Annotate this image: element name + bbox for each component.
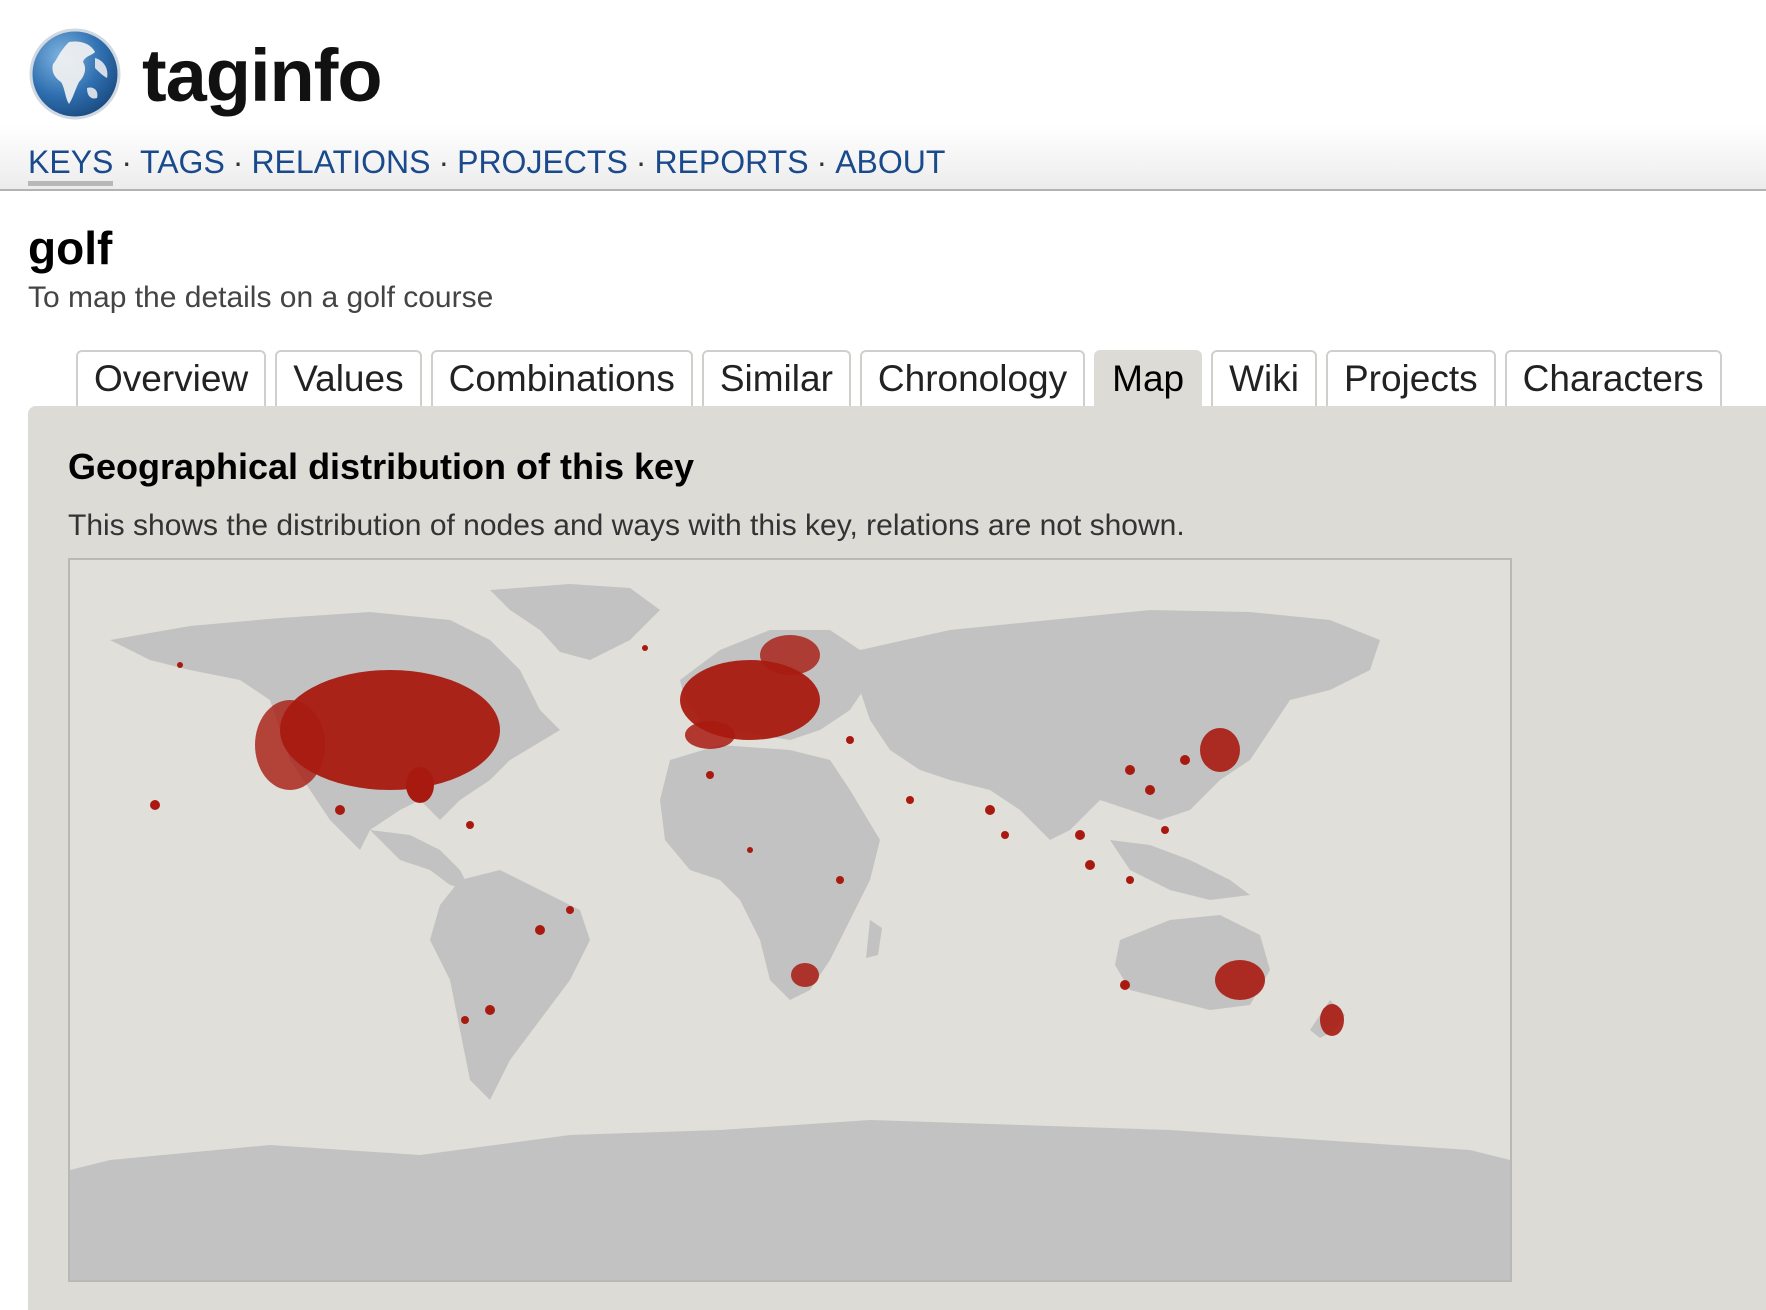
point-korea xyxy=(1180,755,1190,765)
cluster-europe xyxy=(680,660,820,740)
land-central-america xyxy=(370,830,470,890)
tab-combinations[interactable]: Combinations xyxy=(430,350,693,406)
cluster-iberia xyxy=(685,721,735,749)
point-indonesia xyxy=(1126,876,1134,884)
point-alaska xyxy=(177,662,183,668)
point-hawaii xyxy=(150,800,160,810)
main-nav: KEYS · TAGS · RELATIONS · PROJECTS · REPORTS · ABO… xyxy=(28,140,946,186)
land-madagascar xyxy=(866,920,882,958)
point-nigeria xyxy=(747,847,753,853)
land-antarctica xyxy=(70,1120,1510,1280)
point-caribbean xyxy=(466,821,474,829)
point-philippines xyxy=(1161,826,1169,834)
tab-wiki[interactable]: Wiki xyxy=(1211,350,1317,406)
tab-similar[interactable]: Similar xyxy=(701,350,851,406)
globe-icon[interactable] xyxy=(29,28,121,120)
nav-projects[interactable]: PROJECTS xyxy=(457,144,628,180)
golf-data-points xyxy=(150,635,1344,1036)
nav-separator: · xyxy=(438,144,450,180)
cluster-japan xyxy=(1200,728,1240,772)
point-india-1 xyxy=(985,805,995,815)
point-china-2 xyxy=(1145,785,1155,795)
distribution-map xyxy=(68,558,1512,1282)
tab-projects[interactable]: Projects xyxy=(1325,350,1496,406)
point-kenya xyxy=(836,876,844,884)
cluster-scandinavia xyxy=(760,635,820,675)
point-brazil-2 xyxy=(566,906,574,914)
land-greenland xyxy=(490,584,660,660)
point-brazil-1 xyxy=(535,925,545,935)
point-argentina xyxy=(485,1005,495,1015)
nav-separator: · xyxy=(635,144,647,180)
map-tab-panel: Geographical distribution of this key Th… xyxy=(28,406,1766,1310)
cluster-usa xyxy=(280,670,500,790)
land-southeast-asia xyxy=(1110,840,1250,900)
page-title: golf xyxy=(28,222,113,274)
point-china-1 xyxy=(1125,765,1135,775)
point-chile xyxy=(461,1016,469,1024)
cluster-nz xyxy=(1320,1004,1344,1036)
section-heading: Geographical distribution of this key xyxy=(68,446,695,487)
world-map xyxy=(70,584,1510,1280)
tab-values[interactable]: Values xyxy=(275,350,422,406)
nav-about[interactable]: ABOUT xyxy=(835,144,946,180)
cluster-usa-florida xyxy=(406,767,434,803)
nav-tags[interactable]: TAGS xyxy=(140,144,225,180)
nav-separator: · xyxy=(121,144,133,180)
cluster-australia-se xyxy=(1215,960,1265,1000)
point-malaysia xyxy=(1085,860,1095,870)
nav-reports[interactable]: REPORTS xyxy=(654,144,809,180)
nav-separator: · xyxy=(232,144,244,180)
tab-chronology[interactable]: Chronology xyxy=(859,350,1086,406)
tab-characters[interactable]: Characters xyxy=(1504,350,1722,406)
nav-keys[interactable]: KEYS xyxy=(28,143,114,186)
point-turkey xyxy=(846,736,854,744)
point-iceland xyxy=(642,645,648,651)
point-thailand xyxy=(1075,830,1085,840)
nav-separator: · xyxy=(816,144,828,180)
cluster-south-africa xyxy=(791,963,819,987)
land-africa xyxy=(660,745,880,1000)
point-mexico xyxy=(335,805,345,815)
cluster-usa-west xyxy=(255,700,325,790)
point-morocco xyxy=(706,771,714,779)
point-uae xyxy=(906,796,914,804)
site-header: taginfo KEYS · TAGS · RELATIONS · PROJECTS · REP… xyxy=(0,0,1766,191)
section-description: This shows the distribution of nodes and… xyxy=(68,509,1185,542)
nav-relations[interactable]: RELATIONS xyxy=(251,144,431,180)
tab-map[interactable]: Map xyxy=(1094,350,1203,406)
land-south-america xyxy=(430,870,590,1100)
page-description: To map the details on a golf course xyxy=(28,281,494,314)
land-asia xyxy=(860,610,1380,840)
point-perth xyxy=(1120,980,1130,990)
point-india-2 xyxy=(1001,831,1009,839)
app-name[interactable]: taginfo xyxy=(142,34,383,117)
tab-bar: Overview Values Combinations Similar Chr… xyxy=(76,350,1731,406)
tab-overview[interactable]: Overview xyxy=(76,350,267,406)
